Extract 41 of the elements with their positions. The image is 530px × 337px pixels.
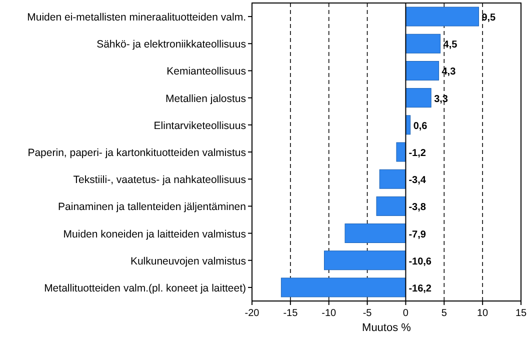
x-tick-label: 10 <box>477 308 489 319</box>
y-tick-label: Muiden koneiden ja laitteiden valmistus <box>63 228 246 240</box>
y-tick-label: Metallituotteiden valm.(pl. koneet ja laitteet) <box>44 282 246 294</box>
y-tick-label: Kemianteollisuus <box>166 66 246 78</box>
x-tick-label: -5 <box>362 308 372 319</box>
data-label: -3,4 <box>408 175 426 186</box>
y-tick-label: Kulkuneuvojen valmistus <box>130 255 246 268</box>
bar <box>376 196 406 216</box>
bar <box>280 278 406 298</box>
x-tick-label: -15 <box>283 308 298 319</box>
y-tick-label: Painaminen ja tallenteiden jäljentäminen <box>58 201 246 214</box>
x-tick-label: 0 <box>402 308 409 319</box>
bar <box>379 169 406 189</box>
y-tick-label: Paperin, paperi- ja kartonkituotteiden valmistus <box>28 147 246 159</box>
x-tick-label: 5 <box>441 308 448 319</box>
y-tick-label: Muiden ei-metallisten mineraalituotteiden valm. <box>27 12 246 24</box>
bar <box>405 6 479 26</box>
x-tick-label: 15 <box>515 308 527 319</box>
data-label: 4,5 <box>443 40 458 51</box>
y-tick-label: Tekstiili-, vaatetus- ja nahkateollisuus <box>73 174 246 186</box>
data-label: 0,6 <box>413 120 428 132</box>
data-label: -16,2 <box>408 283 432 294</box>
y-tick-label: Elintarviketeollisuus <box>154 120 246 132</box>
bar <box>324 250 406 270</box>
data-label: -1,2 <box>408 148 426 159</box>
y-tick-label: Sähkö- ja elektroniikkateollisuus <box>96 38 246 51</box>
data-label: -7,9 <box>408 229 426 240</box>
y-tick-label: Metallien jalostus <box>165 92 246 105</box>
bar <box>405 88 432 108</box>
x-tick-label: -20 <box>244 308 260 319</box>
data-label: 9,5 <box>482 12 496 24</box>
bar <box>396 142 406 162</box>
data-label: -3,8 <box>408 202 426 214</box>
data-label: 4,3 <box>442 66 456 78</box>
bar <box>405 60 440 80</box>
data-label: -10,6 <box>408 256 432 268</box>
x-tick-label: -10 <box>322 308 337 319</box>
x-axis-title: Muutos % <box>362 322 412 334</box>
data-label: 3,3 <box>434 94 448 105</box>
bar <box>344 224 406 244</box>
bar <box>405 34 441 54</box>
